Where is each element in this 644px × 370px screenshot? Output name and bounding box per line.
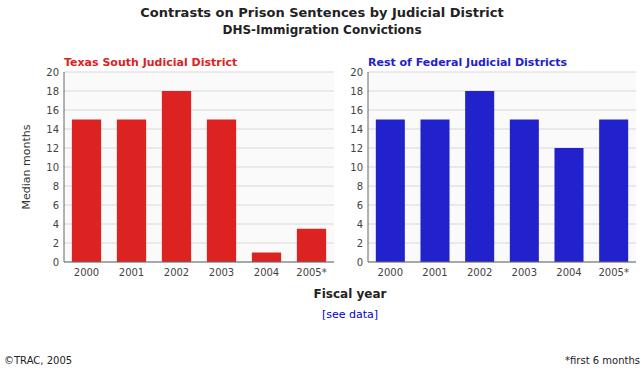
grid-line	[64, 72, 334, 73]
x-tick-label: 2005*	[296, 267, 326, 278]
x-axis	[64, 262, 334, 263]
panel-title: Texas South Judicial District	[64, 56, 237, 69]
bar	[72, 120, 101, 263]
grid-line	[64, 129, 334, 130]
y-axis-label: Median months	[20, 124, 33, 209]
x-axis-label: Fiscal year	[314, 287, 387, 301]
y-tick-label: 12	[46, 143, 59, 154]
y-tick-label: 0	[357, 257, 363, 268]
y-tick-label: 20	[46, 67, 59, 78]
grid-line	[368, 72, 636, 73]
grid-line	[64, 224, 334, 225]
y-tick-label: 8	[53, 181, 59, 192]
y-tick-label: 18	[46, 86, 59, 97]
grid-line	[64, 205, 334, 206]
y-tick-label: 2	[357, 238, 363, 249]
y-tick-label: 20	[350, 67, 363, 78]
grid-line	[368, 262, 636, 263]
y-tick-label: 4	[357, 219, 363, 230]
grid-line	[64, 262, 334, 263]
bar	[599, 120, 628, 263]
subtitle: DHS-Immigration Convictions	[222, 23, 421, 37]
y-tick-label: 10	[46, 162, 59, 173]
grid-line	[368, 148, 636, 149]
bar	[510, 120, 539, 263]
title: Contrasts on Prison Sentences by Judicia…	[140, 5, 503, 20]
grid-line	[368, 167, 636, 168]
y-tick-label: 4	[53, 219, 59, 230]
x-tick-label: 2000	[378, 267, 403, 278]
footnote: ©TRAC, 2005	[4, 355, 72, 366]
panel: 0 2 4 6 8 10 12 14 16 18 20 2000 2001 2002 2003 2004 200…	[20, 56, 334, 278]
grid-line	[64, 91, 334, 92]
x-tick-label: 2001	[119, 267, 144, 278]
grid-line	[368, 110, 636, 111]
y-tick-label: 6	[357, 200, 363, 211]
bar	[117, 120, 146, 263]
y-tick-label: 10	[350, 162, 363, 173]
grid-line	[64, 110, 334, 111]
y-tick-label: 16	[46, 105, 59, 116]
y-tick-label: 0	[53, 257, 59, 268]
grid-line	[64, 186, 334, 187]
grid-line	[368, 224, 636, 225]
bar	[297, 229, 326, 262]
x-tick-label: 2002	[467, 267, 492, 278]
grid-line	[368, 129, 636, 130]
x-tick-label: 2003	[209, 267, 234, 278]
footnote: *first 6 months	[565, 355, 640, 366]
grid-line	[368, 186, 636, 187]
y-tick-label: 16	[350, 105, 363, 116]
panel: 0 2 4 6 8 10 12 14 16 18 20 2000 2001 2002 2003 2004 200…	[350, 56, 636, 278]
y-tick-label: 2	[53, 238, 59, 249]
x-tick-label: 2004	[556, 267, 581, 278]
bar	[465, 91, 494, 262]
panel-title: Rest of Federal Judicial Districts	[368, 56, 568, 69]
bars	[72, 91, 326, 262]
bar	[252, 253, 281, 263]
grid-line	[368, 91, 636, 92]
y-axis	[368, 72, 369, 262]
bar	[376, 120, 405, 263]
y-axis	[64, 72, 65, 262]
bar	[162, 91, 191, 262]
x-tick-label: 2003	[512, 267, 537, 278]
plot-area	[64, 72, 334, 262]
x-axis	[368, 262, 636, 263]
bar	[420, 120, 449, 263]
bar	[554, 148, 583, 262]
y-tick-label: 14	[350, 124, 363, 135]
y-tick-label: 6	[53, 200, 59, 211]
x-tick-label: 2002	[164, 267, 189, 278]
grid-line	[64, 243, 334, 244]
grid-line	[368, 243, 636, 244]
see-data-link: [see data]	[322, 308, 378, 321]
bar	[207, 120, 236, 263]
grid-line	[64, 167, 334, 168]
chart-root: Contrasts on Prison Sentences by Judicia…	[0, 0, 644, 370]
grid-line	[368, 205, 636, 206]
y-tick-label: 8	[357, 181, 363, 192]
y-tick-label: 18	[350, 86, 363, 97]
y-tick-label: 14	[46, 124, 59, 135]
x-tick-label: 2000	[74, 267, 99, 278]
plot-area	[368, 72, 636, 262]
bars	[376, 91, 628, 262]
x-tick-label: 2005*	[598, 267, 628, 278]
grid-line	[64, 148, 334, 149]
x-tick-label: 2004	[254, 267, 279, 278]
y-tick-label: 12	[350, 143, 363, 154]
x-tick-label: 2001	[422, 267, 447, 278]
